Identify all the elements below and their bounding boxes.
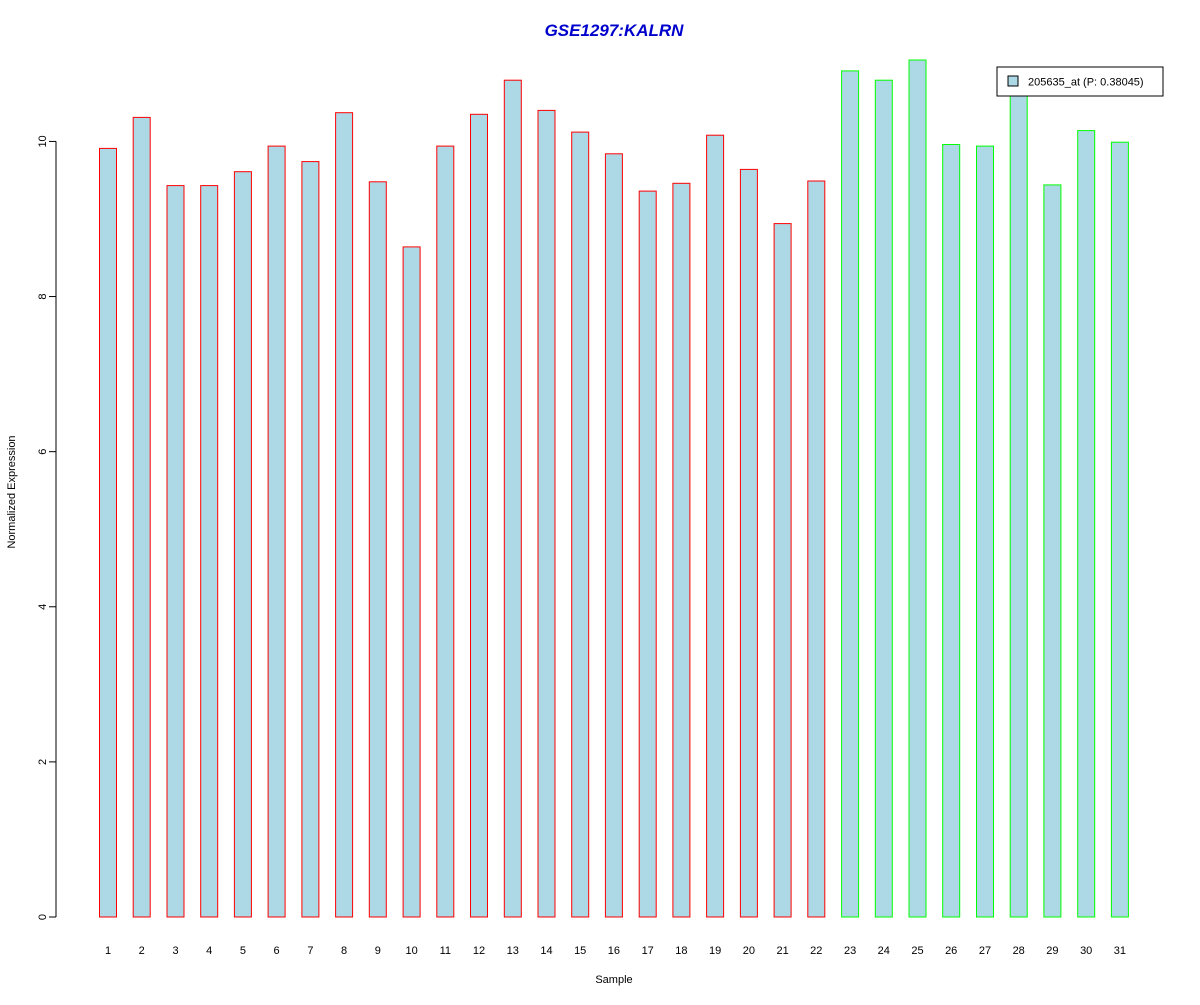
x-tick-label: 23: [844, 945, 856, 957]
bar-sample-2: [132, 116, 151, 918]
y-tick-label: 2: [37, 759, 49, 765]
y-axis-label: Normalized Expression: [6, 435, 18, 548]
bar-sample-18: [672, 182, 691, 918]
bar-sample-17: [638, 190, 657, 918]
x-tick-label: 29: [1046, 945, 1058, 957]
bar-sample-1: [99, 147, 117, 918]
x-tick-label: 4: [206, 945, 212, 957]
x-tick-label: 28: [1013, 945, 1025, 957]
bar-sample-6: [267, 145, 286, 918]
x-tick-label: 30: [1080, 945, 1092, 957]
bar-sample-25: [908, 59, 927, 918]
x-tick-label: 6: [274, 945, 280, 957]
bar-sample-21: [773, 223, 792, 918]
bar-sample-15: [571, 131, 590, 918]
x-tick-label: 14: [540, 945, 552, 957]
x-tick-label: 21: [776, 945, 788, 957]
bar-sample-20: [739, 168, 758, 918]
bar-sample-12: [470, 113, 488, 918]
bar-sample-26: [942, 144, 961, 918]
x-axis-label: Sample: [595, 974, 632, 986]
x-tick-label: 15: [574, 945, 586, 957]
legend: 205635_at (P: 0.38045): [996, 66, 1164, 97]
chart-title: GSE1297:KALRN: [545, 21, 685, 40]
x-tick-label: 5: [240, 945, 246, 957]
x-tick-label: 2: [139, 945, 145, 957]
bars: [99, 59, 1129, 918]
x-tick-label: 17: [642, 945, 654, 957]
bar-sample-10: [402, 246, 421, 918]
bar-sample-11: [436, 145, 455, 918]
x-tick-label: 12: [473, 945, 485, 957]
bar-sample-3: [166, 185, 185, 918]
bar-sample-19: [706, 134, 725, 918]
x-tick-label: 27: [979, 945, 991, 957]
x-tick-label: 11: [440, 945, 451, 957]
x-axis-tick-labels: 1 2 3 4 5 6 7 8 9 10 11 12 13 14 15 16 17 18 19 20 21 22 23 24 2…: [105, 945, 1126, 957]
bar-sample-9: [368, 181, 387, 918]
bar-sample-31: [1110, 141, 1129, 918]
x-tick-label: 9: [375, 945, 381, 957]
bar-sample-4: [200, 185, 219, 918]
x-tick-label: 24: [878, 945, 890, 957]
legend-swatch: [1007, 75, 1019, 87]
legend-entry-label: 205635_at (P: 0.38045): [1028, 77, 1144, 89]
x-tick-label: 13: [507, 945, 519, 957]
y-tick-label: 6: [37, 449, 49, 455]
x-tick-label: 20: [743, 945, 755, 957]
x-tick-label: 25: [911, 945, 923, 957]
x-tick-label: 22: [810, 945, 822, 957]
bar-sample-27: [976, 145, 994, 918]
bar-sample-16: [604, 153, 623, 918]
y-tick-label: 10: [37, 135, 49, 147]
x-tick-label: 8: [341, 945, 347, 957]
x-tick-label: 7: [307, 945, 313, 957]
bar-sample-8: [335, 112, 354, 918]
x-tick-label: 3: [172, 945, 178, 957]
x-tick-label: 31: [1114, 945, 1126, 957]
bar-sample-28: [1009, 92, 1028, 918]
x-tick-label: 10: [405, 945, 417, 957]
y-tick-label: 8: [37, 293, 49, 299]
x-tick-label: 19: [709, 945, 721, 957]
x-tick-label: 26: [945, 945, 957, 957]
legend-box: [996, 66, 1164, 97]
y-tick-label: 4: [37, 604, 49, 610]
bar-sample-30: [1077, 130, 1096, 918]
bar-sample-22: [807, 180, 826, 918]
y-axis: 0 2 4 6 8 10: [37, 135, 57, 920]
x-tick-label: 18: [675, 945, 687, 957]
bar-sample-7: [301, 161, 320, 918]
bar-sample-13: [503, 79, 522, 918]
x-tick-label: 1: [105, 945, 111, 957]
bar-sample-23: [841, 70, 860, 918]
bar-sample-5: [233, 171, 252, 918]
x-tick-label: 16: [608, 945, 620, 957]
bar-sample-14: [537, 109, 556, 918]
bar-sample-24: [874, 79, 893, 918]
bar-sample-29: [1043, 184, 1062, 918]
y-tick-label: 0: [37, 914, 49, 920]
